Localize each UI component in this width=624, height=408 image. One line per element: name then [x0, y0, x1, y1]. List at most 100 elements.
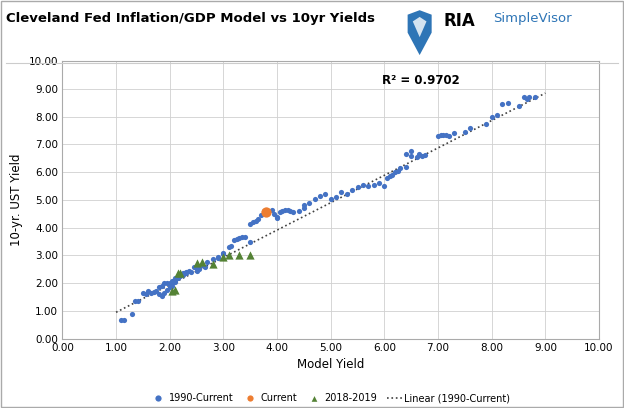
Point — [173, 270, 183, 277]
Point — [175, 272, 185, 279]
Point — [232, 235, 242, 242]
Point — [414, 151, 424, 157]
Point — [503, 100, 513, 106]
Point — [299, 202, 309, 209]
Point — [310, 195, 319, 202]
Point — [393, 168, 403, 174]
Point — [197, 262, 207, 268]
Point — [173, 273, 183, 279]
Point — [162, 287, 172, 293]
Legend: 1990-Current, Current, 2018-2019, Linear (1990-Current): 1990-Current, Current, 2018-2019, Linear… — [147, 390, 514, 407]
Point — [406, 148, 416, 155]
Point — [245, 220, 255, 227]
Point — [251, 217, 261, 224]
Point — [181, 270, 191, 277]
Point — [524, 94, 534, 100]
Point — [270, 211, 280, 217]
Point — [192, 267, 202, 274]
X-axis label: Model Yield: Model Yield — [297, 358, 364, 371]
Point — [127, 311, 137, 317]
Point — [256, 212, 266, 218]
Point — [420, 152, 430, 158]
Point — [248, 219, 258, 225]
Point — [167, 278, 177, 284]
Point — [175, 273, 185, 279]
Point — [305, 200, 314, 206]
Point — [519, 94, 529, 100]
Point — [146, 290, 156, 296]
Point — [342, 191, 352, 197]
Point — [253, 216, 263, 223]
Point — [170, 287, 180, 293]
Point — [202, 259, 212, 266]
Point — [192, 260, 202, 266]
Point — [197, 258, 207, 265]
Point — [326, 195, 336, 202]
Text: R² = 0.9702: R² = 0.9702 — [382, 74, 459, 86]
Point — [497, 101, 507, 107]
Point — [192, 266, 202, 273]
Point — [237, 234, 247, 241]
Point — [154, 291, 164, 297]
Point — [412, 154, 422, 160]
Point — [272, 215, 282, 221]
Point — [530, 94, 540, 100]
Point — [363, 183, 373, 189]
Point — [140, 290, 150, 297]
Point — [353, 184, 363, 191]
Point — [283, 206, 293, 213]
Point — [159, 280, 169, 286]
Point — [278, 208, 288, 214]
Point — [299, 205, 309, 211]
Point — [200, 263, 210, 270]
Point — [213, 255, 223, 262]
Polygon shape — [407, 10, 432, 55]
Point — [245, 238, 255, 245]
Point — [218, 250, 228, 257]
Point — [320, 191, 330, 197]
Point — [261, 209, 271, 216]
Point — [227, 242, 236, 249]
Point — [258, 208, 268, 214]
Point — [189, 263, 199, 270]
Point — [183, 267, 193, 274]
Point — [240, 233, 250, 240]
Point — [390, 169, 400, 175]
Point — [522, 95, 532, 102]
Point — [466, 124, 475, 131]
Point — [208, 255, 218, 262]
Point — [162, 280, 172, 286]
Point — [151, 288, 161, 294]
Point — [382, 175, 392, 181]
Point — [144, 288, 154, 295]
Point — [178, 270, 188, 277]
Point — [444, 133, 454, 140]
Point — [167, 288, 177, 294]
Y-axis label: 10-yr. UST Yield: 10-yr. UST Yield — [10, 154, 23, 246]
Point — [224, 252, 234, 259]
Point — [385, 173, 395, 180]
Text: SimpleVisor: SimpleVisor — [493, 12, 572, 25]
Point — [154, 284, 164, 290]
Point — [167, 283, 177, 289]
Point — [132, 298, 142, 304]
Point — [417, 152, 427, 159]
Point — [439, 131, 449, 138]
Point — [149, 289, 158, 295]
Point — [117, 317, 127, 323]
Point — [213, 253, 223, 260]
Point — [261, 206, 271, 213]
Point — [514, 102, 524, 109]
Point — [208, 260, 218, 267]
Point — [275, 209, 285, 216]
Point — [218, 253, 228, 260]
Text: RIA: RIA — [443, 12, 475, 30]
Point — [266, 206, 276, 213]
Point — [401, 163, 411, 170]
Point — [460, 129, 470, 135]
Point — [194, 265, 204, 271]
Point — [229, 237, 239, 244]
Point — [449, 130, 459, 137]
Point — [481, 120, 491, 127]
Point — [388, 172, 397, 178]
